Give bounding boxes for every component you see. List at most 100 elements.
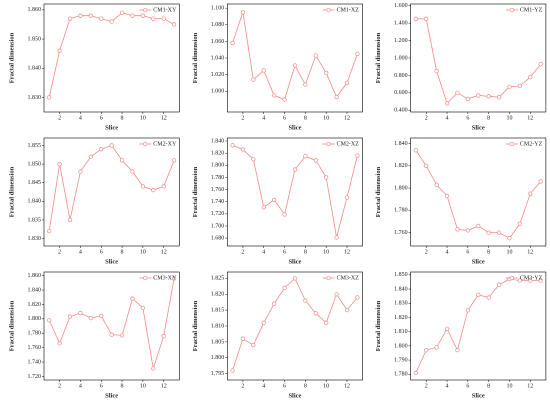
x-tick-label: 8: [304, 115, 307, 121]
point: [67, 16, 73, 21]
x-tick-label: 12: [161, 115, 167, 121]
point: [109, 143, 114, 148]
y-tick-label: 1.820: [211, 292, 225, 298]
point: [486, 295, 491, 300]
y-tick-label: 1.080: [211, 22, 225, 28]
point: [528, 278, 533, 283]
point: [496, 230, 502, 235]
point: [171, 158, 177, 163]
y-tick-label: 1.040: [211, 55, 225, 61]
y-tick-label: 1.810: [394, 329, 408, 335]
series-line: [48, 278, 175, 369]
y-tick-label: 1.830: [28, 236, 42, 242]
legend-marker: [143, 141, 148, 147]
series-line: [232, 12, 358, 101]
point: [67, 217, 73, 223]
point: [119, 333, 125, 338]
point: [109, 19, 114, 24]
y-tick-label: 1.600: [394, 3, 408, 9]
legend-label: CM2-XY: [153, 141, 177, 147]
series-line: [232, 277, 358, 371]
x-tick-label: 4: [262, 249, 265, 255]
point: [476, 93, 481, 98]
point: [334, 235, 339, 240]
y-axis-label: Fractal dimension: [192, 166, 199, 217]
y-tick-label: 1.835: [28, 217, 42, 223]
y-tick-label: 1.780: [394, 208, 408, 214]
x-tick-label: 12: [527, 115, 533, 121]
point: [413, 148, 418, 153]
point: [119, 158, 125, 163]
point: [230, 40, 235, 46]
x-tick-label: 8: [304, 383, 307, 389]
x-tick-label: 2: [425, 249, 428, 255]
legend-marker: [326, 275, 331, 281]
y-tick-label: 1.020: [211, 72, 225, 78]
point: [161, 16, 166, 21]
panel: 1.760 1.780 1.800 1.820 1.840 2 4 6 8 10 12 Slice Fr…: [375, 137, 547, 265]
y-tick-label: 1.840: [211, 138, 225, 144]
panel: 0.400 0.600 0.800 1.000 1.200 1.400 1.600 2 4 6 8 1…: [375, 3, 547, 131]
x-axis-label: Slice: [105, 392, 118, 399]
point: [313, 158, 318, 163]
point: [313, 311, 318, 316]
series-line: [48, 144, 175, 232]
x-tick-label: 4: [79, 115, 82, 121]
point: [171, 276, 177, 281]
plot-frame: [227, 271, 363, 381]
x-tick-label: 12: [161, 383, 167, 389]
point: [413, 370, 418, 376]
point: [130, 296, 135, 301]
y-tick-label: 1.815: [211, 307, 225, 313]
y-tick-label: 1.845: [28, 180, 42, 186]
x-axis-label: Slice: [105, 124, 118, 131]
y-tick-label: 1.700: [211, 223, 225, 229]
point: [355, 51, 360, 56]
point: [496, 95, 502, 100]
legend-marker: [143, 7, 148, 13]
y-tick-label: 1.840: [394, 286, 408, 292]
x-axis-label: Slice: [288, 392, 301, 399]
legend-marker: [509, 275, 515, 281]
y-tick-label: 1.850: [394, 272, 408, 278]
y-axis-label: Fractal dimension: [8, 300, 15, 351]
point: [355, 295, 360, 300]
y-tick-label: 1.060: [211, 39, 225, 45]
legend-label: CM1-XZ: [337, 7, 360, 13]
point: [455, 348, 460, 353]
x-tick-label: 6: [283, 249, 286, 255]
y-tick-label: 1.680: [211, 235, 225, 241]
point: [99, 147, 104, 152]
y-tick-label: 1.100: [211, 6, 225, 12]
point: [282, 212, 287, 217]
point: [476, 223, 481, 229]
panel: 1.780 1.790 1.800 1.810 1.820 1.830 1.840 1.850…: [375, 271, 547, 399]
point: [57, 48, 62, 53]
point: [424, 16, 429, 21]
series-line: [48, 12, 175, 98]
point: [538, 278, 543, 283]
point: [88, 315, 93, 321]
point: [434, 345, 439, 350]
panel: 1.830 1.840 1.850 1.860 2 4 6 8 10 12 Slice Fractal…: [8, 3, 180, 131]
x-tick-label: 6: [466, 249, 469, 255]
x-tick-label: 2: [425, 115, 428, 121]
legend-marker: [326, 7, 331, 13]
legend-marker: [509, 141, 515, 147]
x-tick-label: 6: [100, 115, 103, 121]
panel: 1.720 1.740 1.760 1.780 1.800 1.820 1.840 1.860…: [8, 271, 180, 399]
point: [313, 53, 318, 58]
point: [230, 368, 235, 373]
x-tick-label: 4: [79, 383, 82, 389]
point: [78, 13, 83, 18]
x-axis-label: Slice: [105, 258, 118, 265]
x-tick-label: 8: [487, 249, 490, 255]
x-tick-label: 10: [323, 383, 329, 389]
point: [240, 336, 246, 341]
y-tick-label: 1.800: [394, 343, 408, 349]
x-tick-label: 10: [506, 115, 512, 121]
y-tick-label: 1.800: [211, 355, 225, 361]
y-tick-label: 1.850: [28, 36, 42, 42]
point: [507, 84, 512, 89]
